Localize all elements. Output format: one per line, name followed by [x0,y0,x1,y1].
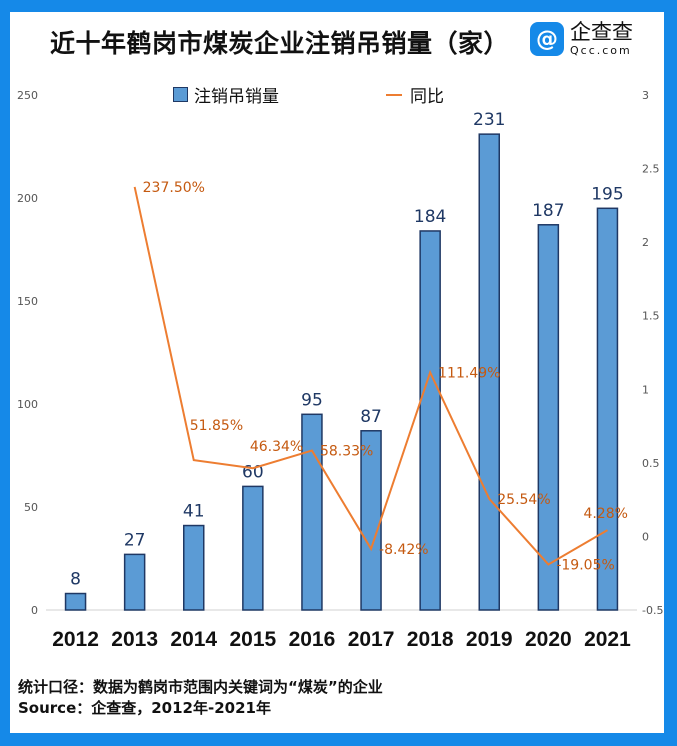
x-axis-label: 2012 [52,628,99,651]
right-axis-tick: 3 [642,89,649,102]
right-axis-tick: 0.5 [642,457,660,470]
line-label: 237.50% [143,180,205,196]
bar-label: 184 [414,207,446,227]
footer-note: 统计口径：数据为鹤岗市范围内关键词为“煤炭”的企业 [18,678,383,696]
footer-source: Source：企查查，2012年-2021年 [18,699,271,717]
line-label: 25.54% [497,492,550,508]
x-axis-label: 2013 [111,628,158,651]
x-axis-label: 2021 [584,628,631,651]
bar [478,133,500,611]
qcc-logo-icon: @ [530,22,564,56]
legend-swatch-line [386,93,402,96]
bar-label: 8 [70,570,81,590]
x-axis-label: 2018 [407,628,454,651]
legend-label-line: 同比 [410,87,444,107]
x-axis-label: 2020 [525,628,572,651]
yoy-line [133,186,608,566]
bar-label: 195 [591,184,623,204]
legend-label-bar: 注销吊销量 [194,87,279,107]
bar-label: 95 [301,390,323,410]
legend-item-line: 同比 [386,82,444,107]
logo: @ 企查查 Qcc.com [530,22,633,56]
bar-label: 187 [532,201,564,221]
x-axis-label: 2017 [348,628,395,651]
logo-en: Qcc.com [570,44,632,57]
legend-swatch-bar [173,87,188,102]
x-axis-label: 2014 [170,628,217,651]
bar [301,413,323,611]
bar [64,592,87,611]
left-axis-tick: 150 [17,295,38,308]
logo-cn: 企查查 [570,20,633,44]
right-axis-tick: 1.5 [642,310,660,323]
line-label: 58.33% [320,444,373,460]
left-axis-tick: 50 [24,501,38,514]
left-axis-tick: 100 [17,398,38,411]
line-label: 111.49% [438,365,500,381]
chart-title: 近十年鹤岗市煤炭企业注销吊销量（家） [50,29,510,58]
bar-label: 87 [360,407,382,427]
bar [123,553,146,611]
bar [419,230,441,611]
right-axis-tick: -0.5 [642,604,663,617]
left-axis-tick: 0 [31,604,38,617]
right-axis-tick: 2.5 [642,163,660,176]
right-axis-tick: 2 [642,236,649,249]
line-label: -8.42% [379,542,429,558]
left-axis-tick: 250 [17,89,38,102]
x-axis-label: 2016 [289,628,336,651]
right-axis-tick: 0 [642,530,649,543]
bar [183,524,205,611]
bar-label: 41 [183,502,205,522]
bar [242,485,264,611]
line-label: 46.34% [250,439,303,455]
legend-item-bar: 注销吊销量 [173,82,279,107]
right-axis-tick: 1 [642,383,649,396]
line-label: 4.28% [583,506,627,522]
bar [537,224,560,611]
line-label: 51.85% [190,418,243,434]
bar-label: 231 [473,110,505,130]
x-axis-label: 2019 [466,628,513,651]
bar-label: 27 [124,530,146,550]
line-label: -19.05% [556,557,614,573]
bar [596,207,619,611]
left-axis-tick: 200 [17,192,38,205]
x-axis-label: 2015 [229,628,276,651]
